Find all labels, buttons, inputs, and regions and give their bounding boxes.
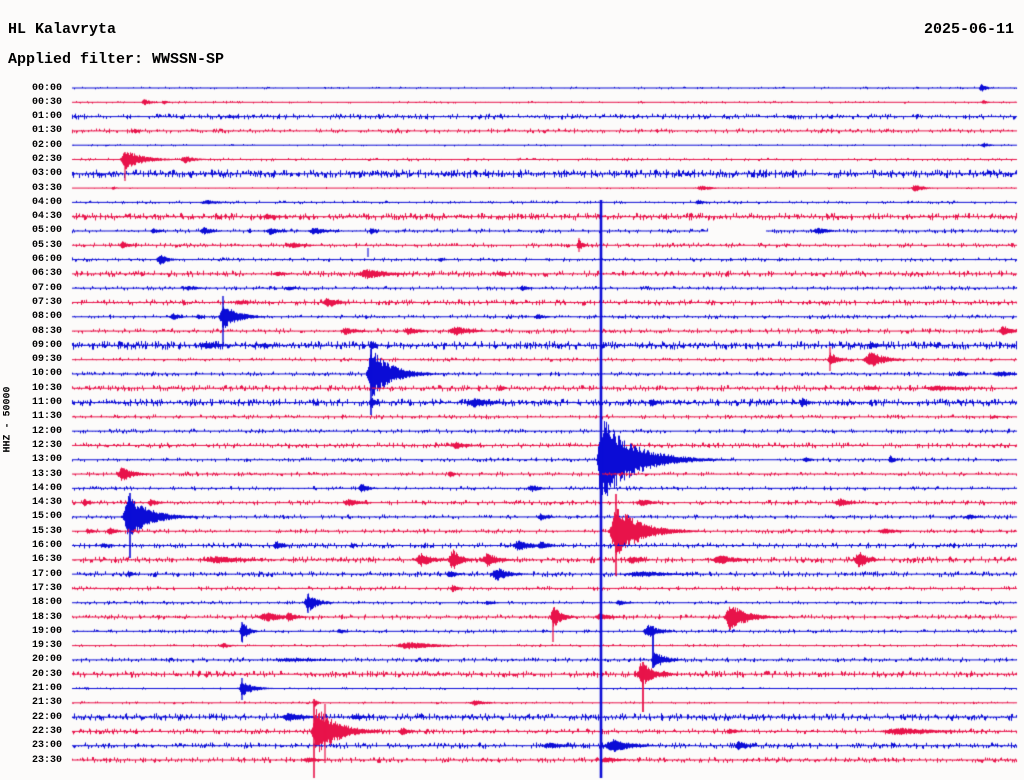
time-label: 08:30 [31, 325, 62, 337]
time-label: 23:30 [31, 754, 62, 766]
time-label: 20:30 [31, 668, 62, 680]
time-label: 00:30 [31, 96, 62, 108]
time-label: 08:00 [31, 311, 62, 323]
time-label: 06:00 [31, 254, 62, 266]
time-label: 12:00 [31, 425, 62, 437]
time-label: 00:00 [31, 82, 62, 94]
time-label: 16:00 [31, 540, 62, 552]
time-label: 02:00 [31, 139, 62, 151]
time-label: 02:30 [31, 153, 62, 165]
time-label: 13:30 [31, 468, 62, 480]
time-label: 18:00 [31, 597, 62, 609]
time-label: 05:30 [31, 239, 62, 251]
time-label: 01:00 [31, 111, 62, 123]
time-label: 04:30 [31, 211, 62, 223]
time-label: 21:30 [31, 697, 62, 709]
time-label: 11:00 [31, 397, 62, 409]
time-label: 03:00 [31, 168, 62, 180]
time-label: 05:00 [31, 225, 62, 237]
time-label: 03:30 [31, 182, 62, 194]
time-label: 17:00 [31, 568, 62, 580]
time-label: 15:30 [31, 525, 62, 537]
time-label: 07:00 [31, 282, 62, 294]
time-label: 20:00 [31, 654, 62, 666]
time-label: 23:00 [31, 740, 62, 752]
time-label: 13:00 [31, 454, 62, 466]
time-label: 10:00 [31, 368, 62, 380]
time-label: 17:30 [31, 582, 62, 594]
time-label: 19:30 [31, 640, 62, 652]
time-label: 15:00 [31, 511, 62, 523]
time-label: 10:30 [31, 382, 62, 394]
time-label: 18:30 [31, 611, 62, 623]
time-label: 04:00 [31, 196, 62, 208]
time-label: 01:30 [31, 125, 62, 137]
time-label: 09:30 [31, 354, 62, 366]
time-label: 14:30 [31, 497, 62, 509]
time-label: 14:00 [31, 482, 62, 494]
time-label: 22:30 [31, 725, 62, 737]
time-label: 06:30 [31, 268, 62, 280]
time-label: 12:30 [31, 439, 62, 451]
time-label: 22:00 [31, 711, 62, 723]
time-label: 19:00 [31, 625, 62, 637]
time-label: 09:00 [31, 339, 62, 351]
time-label: 11:30 [31, 411, 62, 423]
time-label: 16:30 [31, 554, 62, 566]
time-label: 21:00 [31, 683, 62, 694]
time-label: 07:30 [31, 296, 62, 308]
